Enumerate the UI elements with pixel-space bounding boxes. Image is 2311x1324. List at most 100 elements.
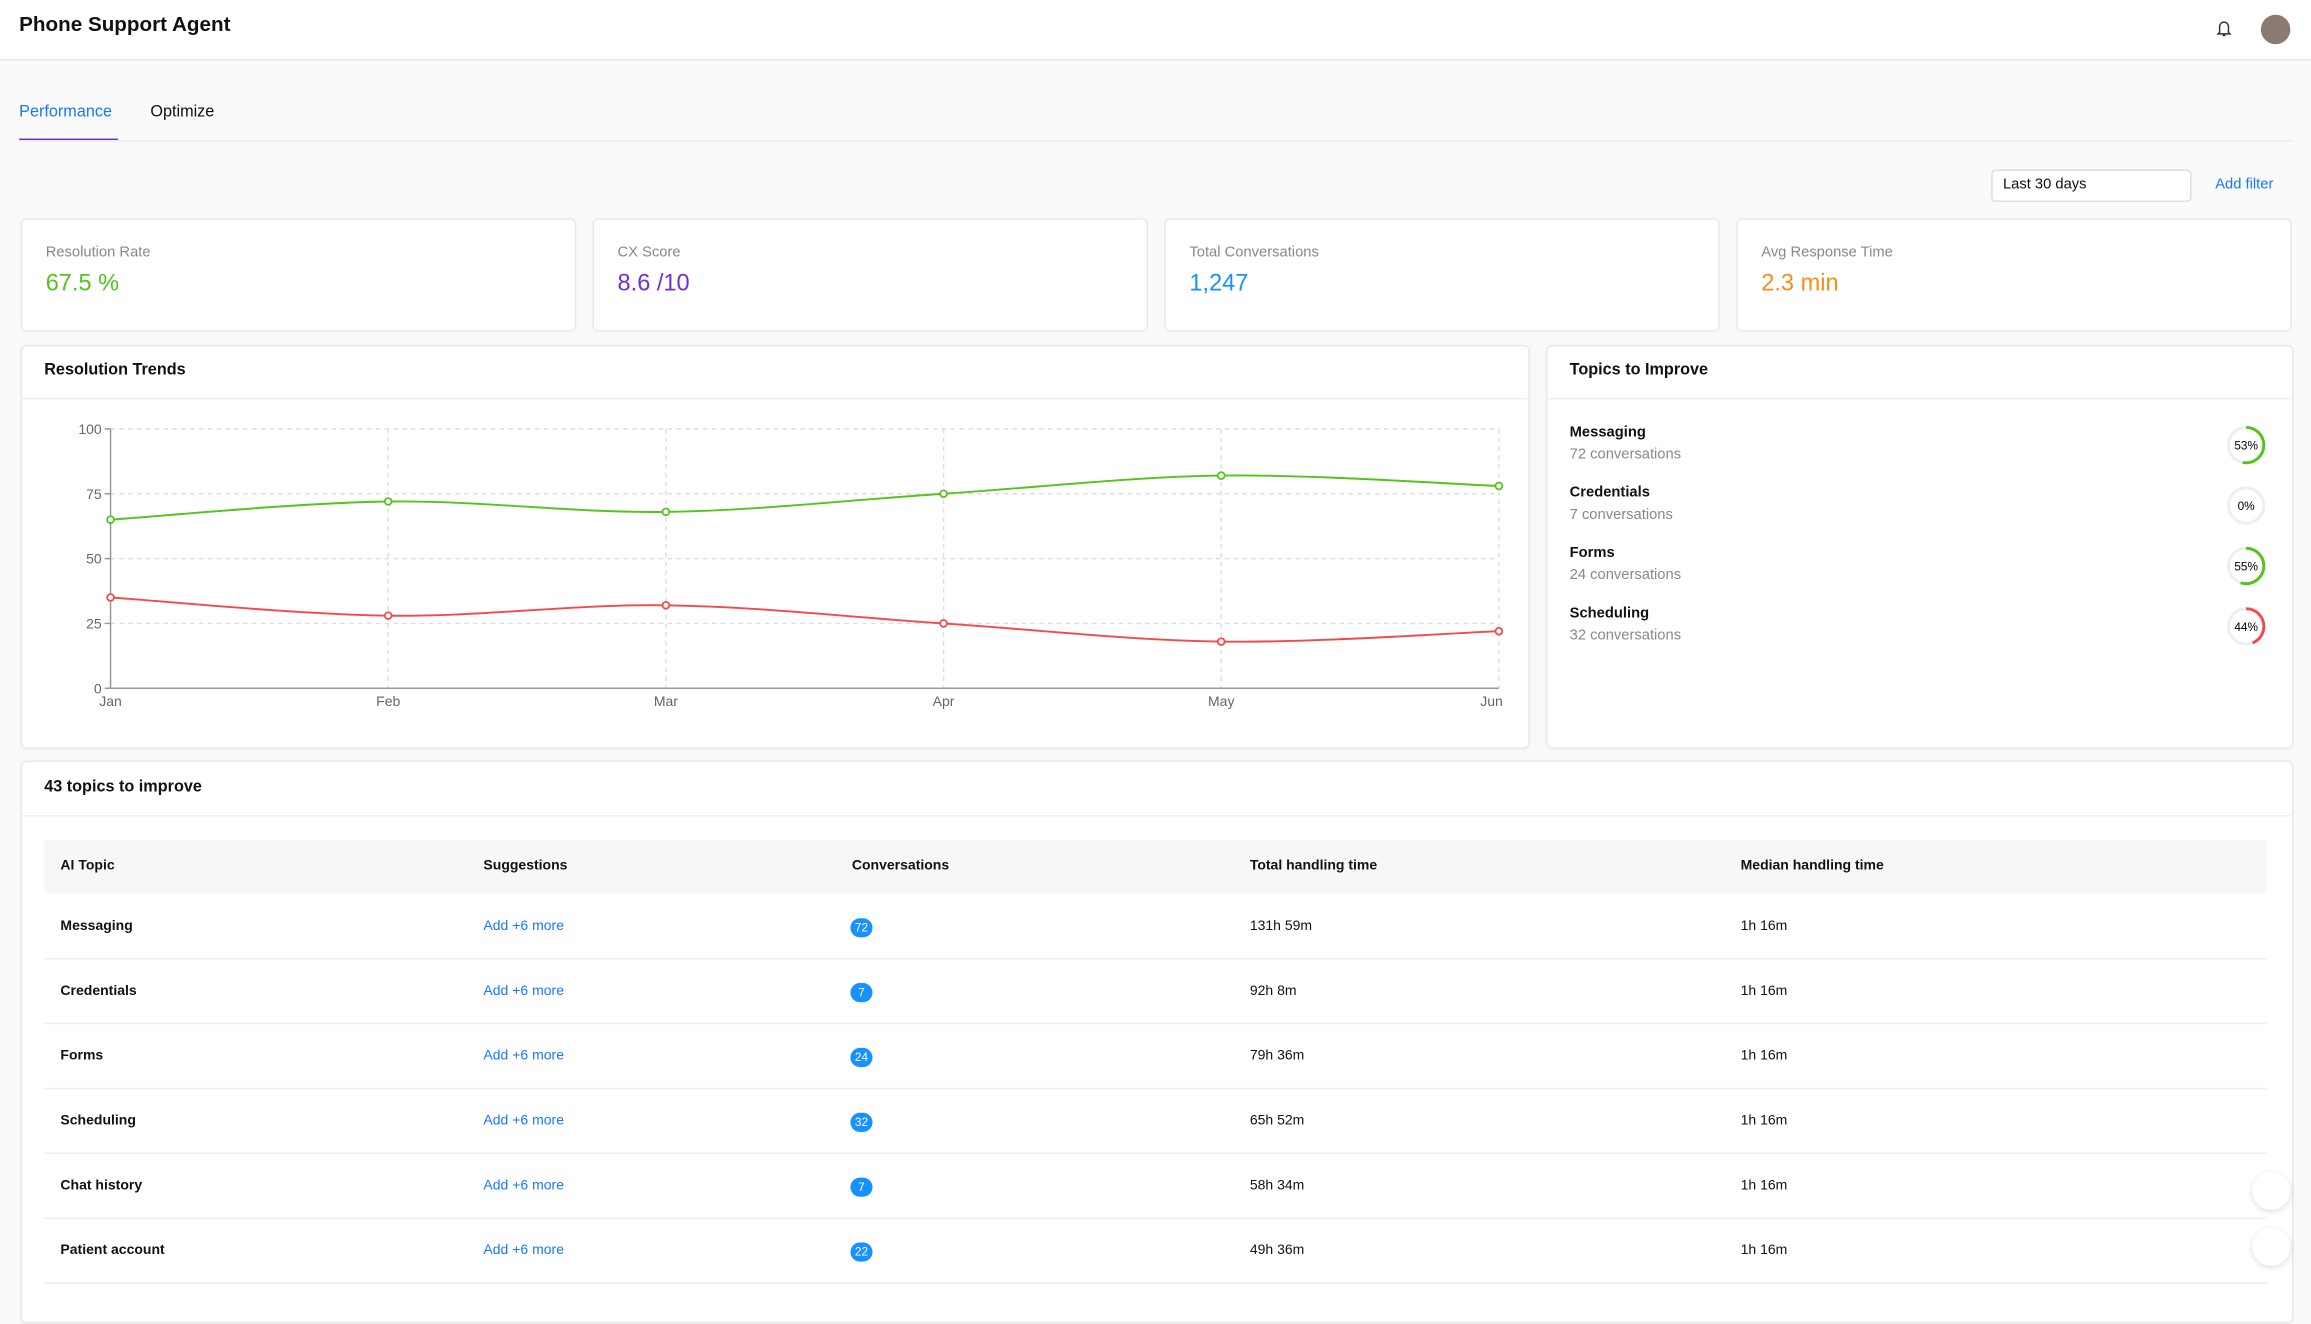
time-cell: 79h 36m bbox=[1250, 1048, 1305, 1064]
data-point bbox=[107, 516, 114, 523]
data-point bbox=[940, 490, 947, 497]
data-point bbox=[107, 594, 114, 601]
avatar[interactable] bbox=[2261, 15, 2290, 44]
topic-cell: Messaging bbox=[60, 918, 132, 934]
topic-name: Scheduling bbox=[1570, 606, 1649, 622]
x-tick-label: Jan bbox=[99, 693, 122, 709]
topic-cell: Credentials bbox=[60, 983, 136, 999]
column-header: Total handling time bbox=[1250, 858, 1377, 874]
divider bbox=[1546, 398, 2290, 399]
table-header-bg bbox=[44, 840, 2267, 893]
add-filter[interactable]: Add filter bbox=[2215, 177, 2273, 193]
kpi-value: 2.3 min bbox=[1761, 271, 1838, 298]
y-tick-label: 100 bbox=[78, 421, 102, 437]
progress-ring: 0% bbox=[2224, 483, 2268, 527]
kpi-label: Total Conversations bbox=[1189, 245, 1318, 261]
x-tick-label: Feb bbox=[376, 693, 400, 709]
column-header: Median handling time bbox=[1741, 858, 1884, 874]
x-tick-label: Mar bbox=[654, 693, 678, 709]
series-line bbox=[111, 475, 1499, 519]
time-cell: 58h 34m bbox=[1250, 1178, 1305, 1194]
data-point bbox=[662, 509, 669, 516]
time-cell: 1h 16m bbox=[1741, 1178, 1788, 1194]
conversation-badge: 24 bbox=[850, 1048, 872, 1067]
x-tick-label: May bbox=[1208, 693, 1234, 709]
suggestion-link[interactable]: Add +6 more bbox=[483, 1048, 564, 1064]
data-point bbox=[385, 498, 392, 505]
column-header: AI Topic bbox=[60, 858, 114, 874]
row-divider bbox=[44, 1023, 2267, 1024]
topic-name: Forms bbox=[1570, 545, 1615, 561]
conversation-badge: 7 bbox=[850, 983, 872, 1002]
x-tick-label: Apr bbox=[933, 693, 955, 709]
tab[interactable]: Performance bbox=[19, 103, 112, 121]
topic-name: Messaging bbox=[1570, 424, 1646, 440]
y-tick-label: 75 bbox=[86, 486, 102, 502]
date-range[interactable]: Last 30 days bbox=[2003, 177, 2087, 193]
table-title: 43 topics to improve bbox=[44, 778, 202, 796]
ring-label: 0% bbox=[2238, 500, 2256, 513]
x-tick-label: Jun bbox=[1480, 693, 1503, 709]
topic-cell: Chat history bbox=[60, 1178, 142, 1194]
chat-button[interactable] bbox=[2252, 1172, 2290, 1210]
y-tick-label: 50 bbox=[86, 551, 102, 567]
progress-ring: 53% bbox=[2224, 423, 2268, 467]
suggestion-link[interactable]: Add +6 more bbox=[483, 983, 564, 999]
suggestion-link[interactable]: Add +6 more bbox=[483, 1178, 564, 1194]
data-point bbox=[1218, 472, 1225, 479]
data-point bbox=[385, 612, 392, 619]
top-bar bbox=[0, 0, 2311, 60]
topic-name: Credentials bbox=[1570, 485, 1650, 501]
tab[interactable]: Optimize bbox=[150, 103, 214, 121]
tab-divider bbox=[19, 140, 2292, 141]
ring-label: 44% bbox=[2234, 621, 2258, 634]
kpi-label: Avg Response Time bbox=[1761, 245, 1893, 261]
row-divider bbox=[44, 958, 2267, 959]
help-button[interactable] bbox=[2252, 1228, 2290, 1266]
progress-ring: 55% bbox=[2224, 544, 2268, 588]
topic-cell: Patient account bbox=[60, 1242, 164, 1258]
time-cell: 1h 16m bbox=[1741, 918, 1788, 934]
chart-title: Resolution Trends bbox=[44, 361, 185, 379]
suggestion-link[interactable]: Add +6 more bbox=[483, 918, 564, 934]
time-cell: 1h 16m bbox=[1741, 983, 1788, 999]
row-divider bbox=[44, 1088, 2267, 1089]
progress-ring: 44% bbox=[2224, 604, 2268, 648]
page-title: Phone Support Agent bbox=[19, 12, 230, 36]
time-cell: 65h 52m bbox=[1250, 1113, 1305, 1129]
topic-count: 72 conversations bbox=[1570, 447, 1681, 463]
bell-icon[interactable] bbox=[2214, 16, 2235, 40]
topics-title: Topics to Improve bbox=[1570, 361, 1708, 379]
data-point bbox=[1496, 628, 1503, 635]
topic-count: 7 conversations bbox=[1570, 507, 1673, 523]
conversation-badge: 22 bbox=[850, 1242, 872, 1261]
ring-label: 53% bbox=[2234, 440, 2258, 453]
data-point bbox=[1218, 638, 1225, 645]
row-divider bbox=[44, 1282, 2267, 1283]
divider bbox=[21, 815, 2291, 816]
row-divider bbox=[44, 1217, 2267, 1218]
kpi-value: 8.6 /10 bbox=[618, 271, 690, 298]
ring-label: 55% bbox=[2234, 560, 2258, 573]
time-cell: 49h 36m bbox=[1250, 1242, 1305, 1258]
time-cell: 92h 8m bbox=[1250, 983, 1297, 999]
conversation-badge: 72 bbox=[850, 918, 872, 937]
time-cell: 131h 59m bbox=[1250, 918, 1312, 934]
time-cell: 1h 16m bbox=[1741, 1113, 1788, 1129]
topic-cell: Forms bbox=[60, 1048, 103, 1064]
kpi-label: Resolution Rate bbox=[46, 245, 151, 261]
data-point bbox=[662, 602, 669, 609]
kpi-value: 67.5 % bbox=[46, 271, 119, 298]
kpi-label: CX Score bbox=[618, 245, 681, 261]
series-line bbox=[111, 597, 1499, 641]
time-cell: 1h 16m bbox=[1741, 1242, 1788, 1258]
line-chart: 0255075100JanFebMarAprMayJun bbox=[21, 345, 1527, 746]
time-cell: 1h 16m bbox=[1741, 1048, 1788, 1064]
column-header: Suggestions bbox=[483, 858, 567, 874]
suggestion-link[interactable]: Add +6 more bbox=[483, 1113, 564, 1129]
data-point bbox=[940, 620, 947, 627]
suggestion-link[interactable]: Add +6 more bbox=[483, 1242, 564, 1258]
data-point bbox=[1496, 483, 1503, 490]
topics-card bbox=[1546, 345, 2293, 749]
conversation-badge: 32 bbox=[850, 1113, 872, 1132]
